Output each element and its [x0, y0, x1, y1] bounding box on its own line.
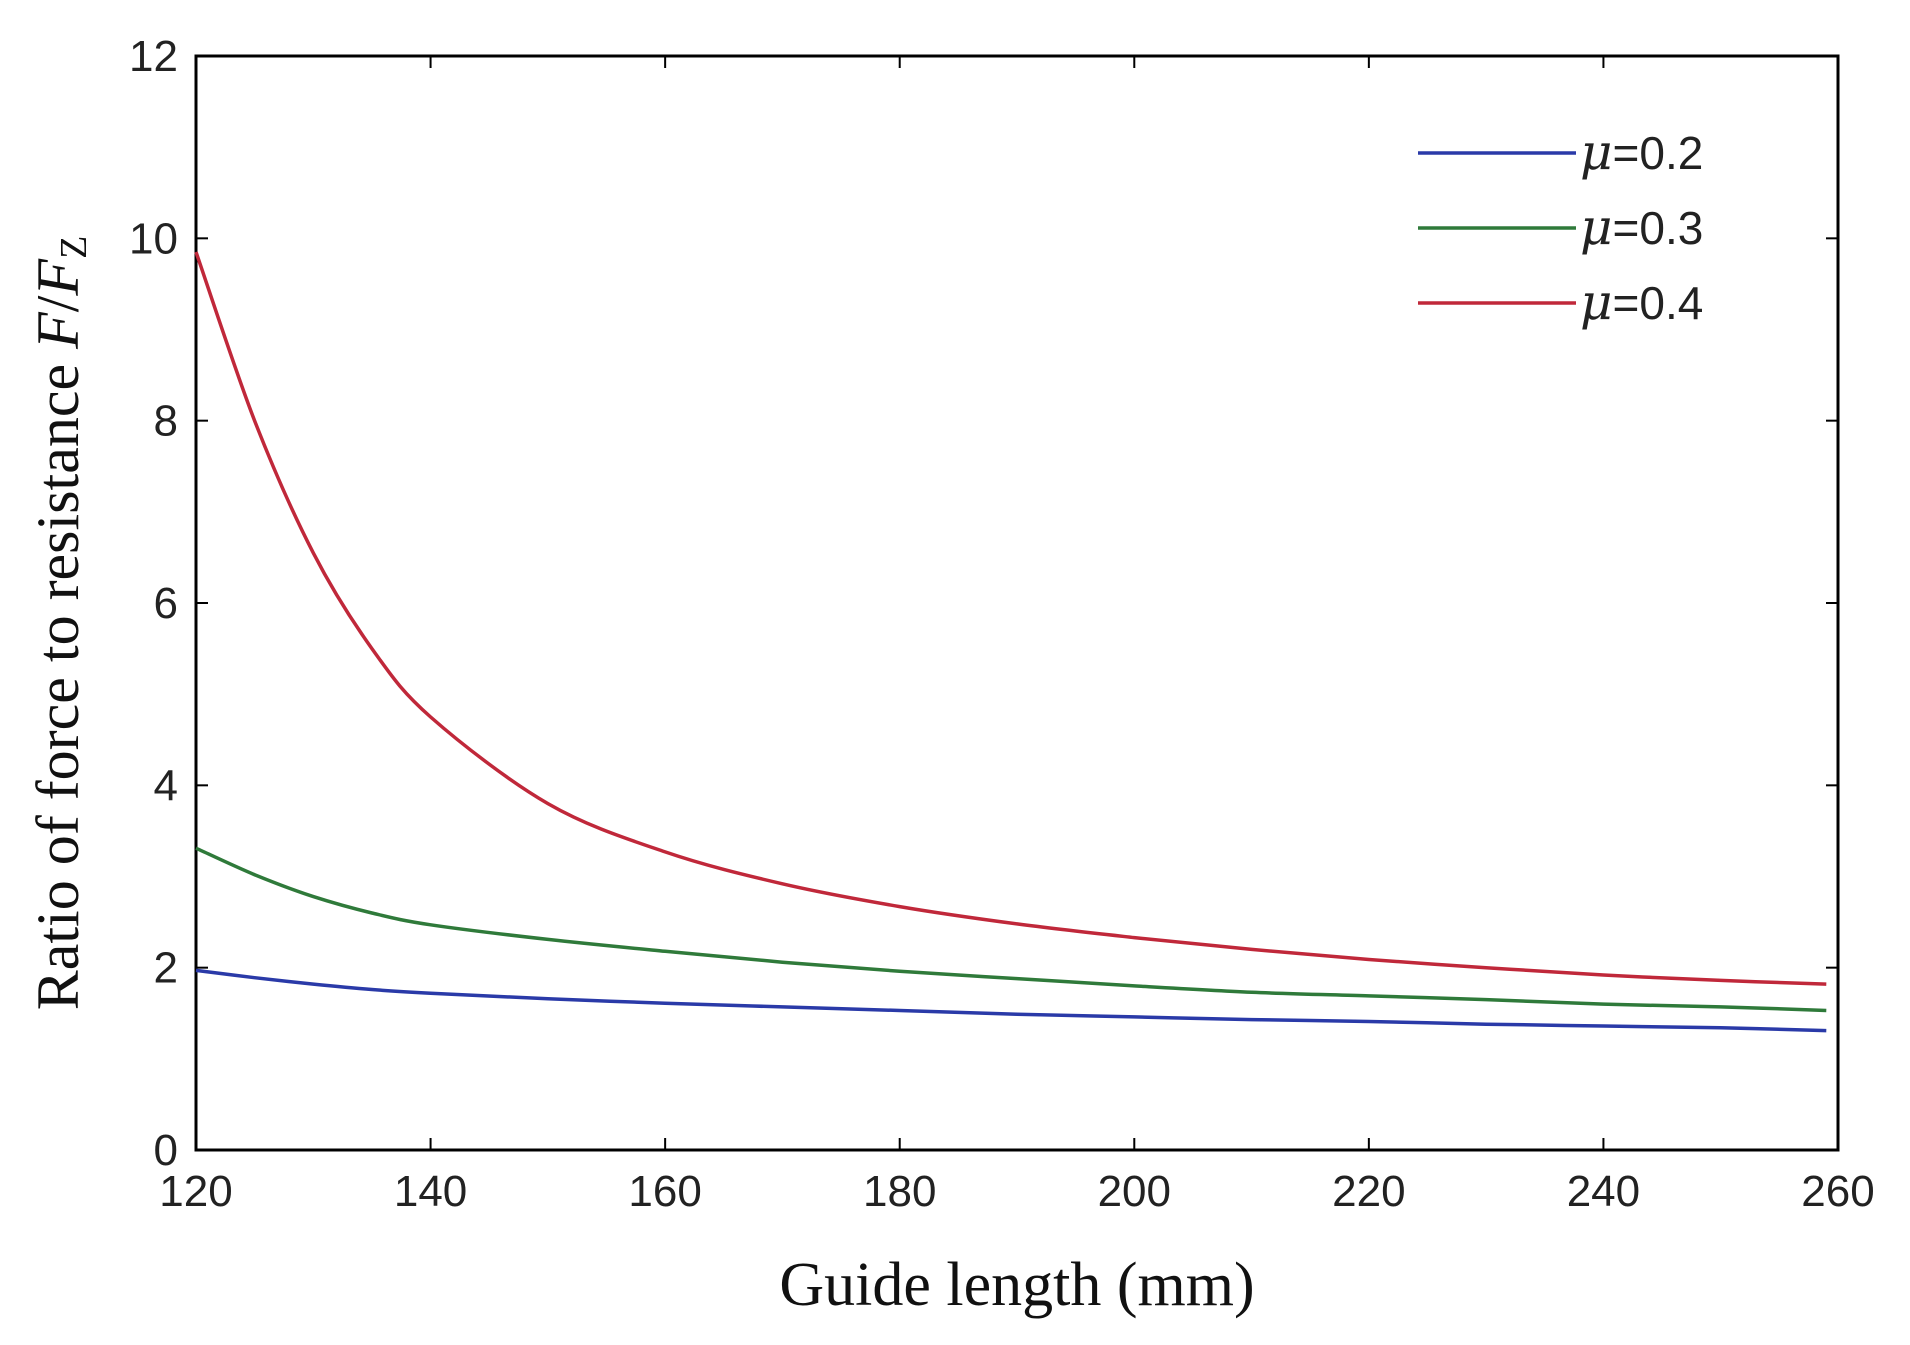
legend-label: =0.3 [1613, 202, 1704, 254]
legend-entry-2: μ=0.3 [1580, 198, 1703, 256]
y-axis-title-f: F [25, 311, 91, 350]
y-tick-label: 4 [154, 761, 178, 810]
y-axis-title-fz: F [25, 258, 91, 297]
y-tick-label: 6 [154, 579, 178, 628]
legend-mu-symbol: μ [1580, 123, 1613, 181]
legend: μ=0.2μ=0.3μ=0.4 [1418, 123, 1703, 331]
plot-area [194, 54, 1840, 1152]
x-axis-title: Guide length (mm) [779, 1251, 1254, 1319]
x-tick-label: 140 [394, 1167, 467, 1216]
y-tick-label: 12 [129, 32, 178, 81]
y-tick-label: 0 [154, 1126, 178, 1175]
y-tick-label: 2 [154, 944, 178, 993]
series-line-3 [194, 251, 1827, 986]
series-line-1 [195, 968, 1827, 1033]
y-tick-label: 8 [154, 397, 178, 446]
y-axis-title-prefix: Ratio of force to resistance [25, 349, 91, 1010]
series-layer [194, 251, 1827, 1033]
legend-entry-1: μ=0.2 [1580, 123, 1703, 181]
x-tick-label: 260 [1801, 1167, 1874, 1216]
y-axis-title-slash: / [25, 295, 91, 312]
legend-mu-symbol: μ [1580, 198, 1613, 256]
x-tick-label: 240 [1567, 1167, 1640, 1216]
x-tick-label: 160 [628, 1167, 701, 1216]
x-tick-labels: 120 140 160 180 200 220 240 260 [159, 1167, 1874, 1216]
y-tick-labels: 0 2 4 6 8 10 12 [129, 32, 178, 1175]
legend-entry-3: μ=0.4 [1580, 273, 1703, 331]
legend-mu-symbol: μ [1580, 273, 1613, 331]
tick-marks [195, 55, 1839, 1151]
x-tick-label: 180 [863, 1167, 936, 1216]
x-tick-label: 220 [1332, 1167, 1405, 1216]
y-axis-title: Ratio of force to resistance F/FZ [25, 236, 95, 1011]
x-tick-label: 200 [1098, 1167, 1171, 1216]
x-tick-label: 120 [159, 1167, 232, 1216]
legend-label: =0.4 [1613, 277, 1704, 329]
series-line-2 [195, 846, 1827, 1013]
legend-label: =0.2 [1613, 127, 1704, 179]
y-tick-label: 10 [129, 214, 178, 263]
y-axis-title-subscript: Z [53, 236, 95, 259]
